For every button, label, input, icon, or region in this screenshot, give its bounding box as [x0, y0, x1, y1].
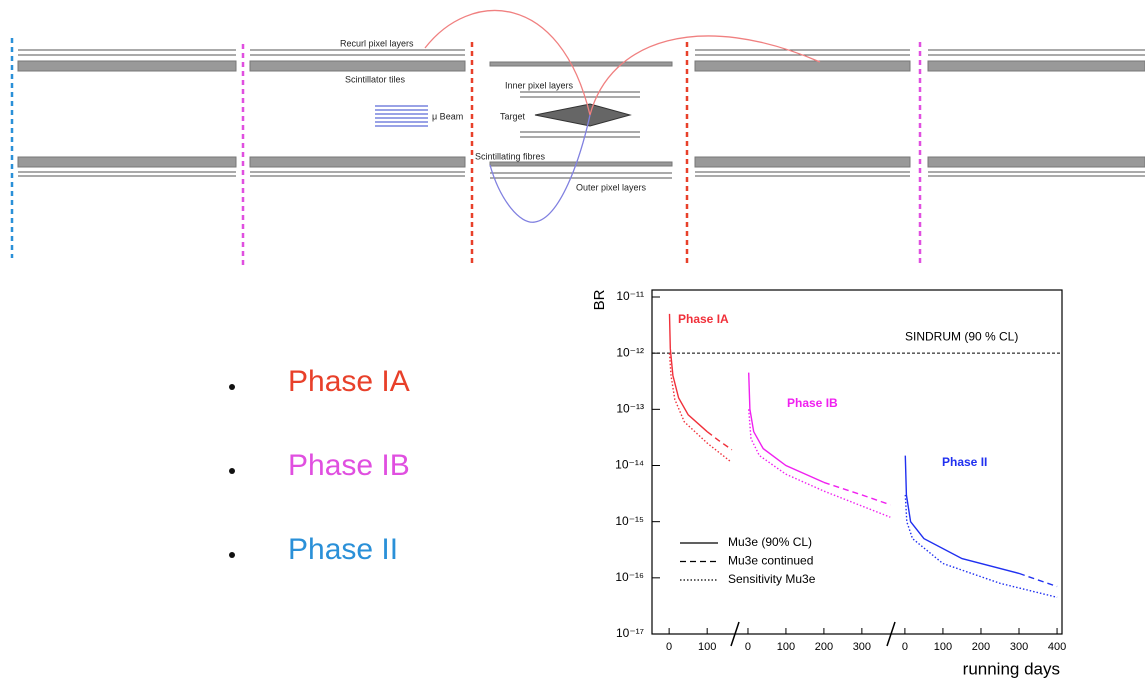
- plot-frame: [651, 289, 1063, 635]
- tile-bar: [249, 156, 466, 168]
- diagram-label: Inner pixel layers: [505, 80, 574, 90]
- x-tick-label: 100: [777, 641, 795, 653]
- recurl-layer: [18, 49, 1145, 56]
- beam-arrows: [375, 105, 428, 127]
- bullet-text: Phase II: [288, 533, 398, 566]
- detector-diagram: Recurl pixel layers Scintillator tiles I…: [10, 9, 1145, 268]
- legend-label: Mu3e continued: [728, 554, 813, 568]
- fibre-bar: [489, 61, 673, 67]
- phase-label: Phase II: [942, 455, 987, 469]
- x-axis-label: running days: [963, 659, 1060, 678]
- diagram-label: Scintillator tiles: [345, 74, 406, 84]
- y-tick-label: 10⁻¹²: [616, 345, 644, 359]
- curve: [904, 455, 1020, 575]
- y-tick-label: 10⁻¹³: [616, 402, 644, 416]
- tile-bar: [17, 60, 237, 72]
- curve: [668, 313, 708, 433]
- bullet-text: Phase IB: [288, 449, 410, 482]
- tile-bar: [927, 156, 1145, 168]
- y-tick-label: 10⁻¹⁵: [615, 514, 644, 528]
- x-tick-label: 400: [1048, 641, 1066, 653]
- bullet-dot: [229, 384, 235, 390]
- y-tick-label: 10⁻¹⁶: [615, 570, 644, 584]
- x-tick-label: 0: [902, 641, 908, 653]
- bullet-dot: [229, 468, 235, 474]
- diagram-label: Outer pixel layers: [576, 182, 647, 192]
- beam: [375, 105, 428, 127]
- y-tick-label: 10⁻¹⁷: [616, 626, 644, 640]
- curve: [1018, 572, 1058, 588]
- y-axis-label: BR: [591, 289, 608, 310]
- diagram-label: Recurl pixel layers: [340, 38, 414, 48]
- x-tick-label: 300: [853, 641, 871, 653]
- x-tick-label: 200: [815, 641, 833, 653]
- curve: [706, 431, 733, 451]
- phase-boundaries: [10, 38, 922, 268]
- x-tick-label: 100: [698, 641, 716, 653]
- x-tick-label: 0: [745, 641, 751, 653]
- outer-track: [489, 114, 591, 223]
- x-tick-label: 100: [934, 641, 952, 653]
- tile-bar: [694, 60, 911, 72]
- reference-label: SINDRUM (90 % CL): [905, 329, 1018, 343]
- curve: [823, 481, 891, 506]
- y-tick-label: 10⁻¹⁴: [615, 458, 644, 472]
- legend-label: Sensitivity Mu3e: [728, 572, 816, 586]
- chart: 10⁻¹¹ 10⁻¹² 10⁻¹³ 10⁻¹⁴ 10⁻¹⁵ 10⁻¹⁶ 10⁻¹⁷ BR run…: [591, 289, 1066, 678]
- phase-label: Phase IB: [787, 396, 838, 410]
- bullet-list: Phase IA Phase IB Phase II: [229, 365, 410, 566]
- fibre-bar: [489, 161, 673, 167]
- bullet-dot: [229, 552, 235, 558]
- phase-label: Phase IA: [678, 312, 729, 326]
- tile-bar: [17, 156, 237, 168]
- x-tick-label: 300: [1010, 641, 1028, 653]
- tile-bar: [927, 60, 1145, 72]
- curve: [748, 372, 825, 484]
- curve: [904, 494, 1058, 598]
- tile-bar: [249, 60, 466, 72]
- tile-bar: [694, 156, 911, 168]
- x-tick-label: 0: [666, 641, 672, 653]
- diagram-label: μ Beam: [432, 111, 463, 121]
- inner-layer: [520, 91, 640, 138]
- outer-layer: [490, 172, 672, 179]
- tile-bars: [17, 60, 1145, 168]
- axis-break: [886, 621, 896, 647]
- curve: [748, 409, 891, 518]
- bullet-text: Phase IA: [288, 365, 410, 398]
- axis-break: [730, 621, 740, 647]
- diagram-label: Scintillating fibres: [475, 151, 546, 161]
- x-tick-label: 200: [972, 641, 990, 653]
- target: [534, 103, 632, 127]
- y-tick-label: 10⁻¹¹: [616, 289, 644, 303]
- diagram-label: Target: [500, 111, 526, 121]
- curve: [668, 353, 731, 462]
- recurl-layer: [18, 171, 1145, 177]
- legend-label: Mu3e (90% CL): [728, 535, 812, 549]
